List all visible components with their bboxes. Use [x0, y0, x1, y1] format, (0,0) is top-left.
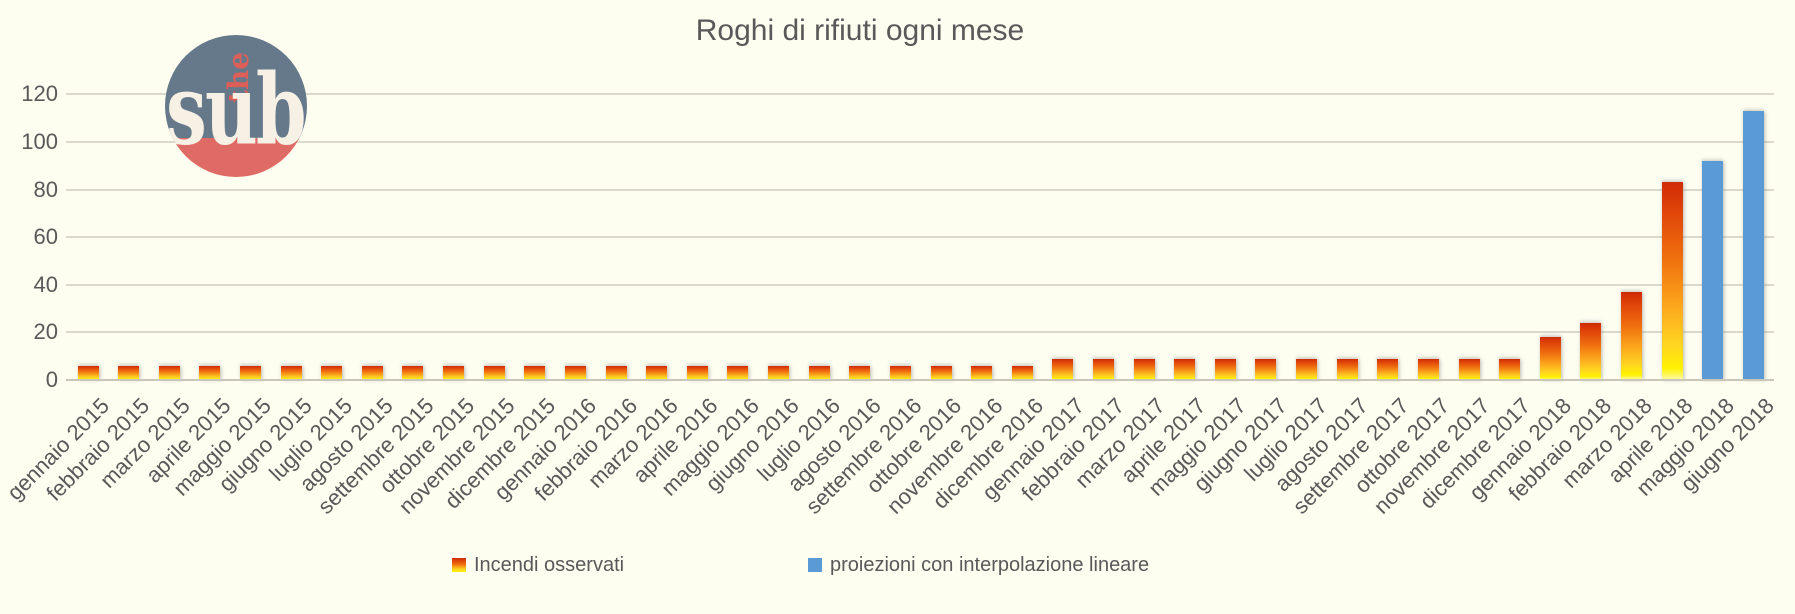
bar-observed-ottobre-2017	[1417, 358, 1439, 380]
bar-observed-aprile-2017	[1174, 358, 1196, 380]
bar-observed-febbraio-2018	[1580, 322, 1602, 380]
gridline-40	[66, 283, 1774, 286]
blue-swatch-icon	[808, 558, 822, 572]
bar-observed-dicembre-2017	[1499, 358, 1521, 380]
bar-observed-febbraio-2017	[1093, 358, 1114, 380]
bar-observed-febbraio-2016	[605, 365, 627, 380]
bar-observed-luglio-2016	[808, 365, 830, 380]
bar-observed-agosto-2017	[1336, 358, 1358, 380]
gridline-120	[66, 93, 1774, 96]
gridline-60	[66, 236, 1774, 239]
bar-projection-maggio-2018	[1702, 160, 1724, 380]
bar-observed-novembre-2017	[1458, 358, 1480, 380]
bar-observed-febbraio-2015	[118, 365, 140, 380]
bar-observed-settembre-2015	[402, 365, 424, 380]
legend-item-observed: Incendi osservati	[452, 554, 624, 576]
bar-observed-giugno-2015	[280, 365, 302, 380]
y-tick-label-80: 80	[33, 176, 58, 202]
bar-observed-maggio-2016	[727, 365, 749, 380]
bar-observed-marzo-2015	[158, 365, 180, 380]
bar-observed-giugno-2016	[768, 365, 790, 380]
bar-projection-giugno-2018	[1742, 110, 1764, 380]
legend-label-observed: Incendi osservati	[474, 554, 625, 576]
chart-title: Roghi di rifiuti ogni mese	[695, 14, 1025, 47]
bar-observed-agosto-2016	[849, 365, 871, 380]
bar-observed-marzo-2017	[1133, 358, 1155, 380]
bar-observed-dicembre-2015	[524, 365, 546, 380]
bar-observed-novembre-2015	[483, 365, 505, 380]
bar-observed-aprile-2015	[199, 365, 221, 380]
bar-observed-luglio-2015	[321, 365, 343, 380]
y-tick-label-120: 120	[21, 81, 58, 107]
bar-observed-settembre-2016	[889, 365, 911, 380]
y-tick-label-20: 20	[33, 319, 58, 345]
y-tick-label-40: 40	[33, 271, 58, 297]
bar-observed-ottobre-2016	[930, 365, 952, 380]
bar-observed-maggio-2017	[1214, 358, 1236, 380]
bar-observed-gennaio-2017	[1052, 358, 1074, 380]
bar-observed-giugno-2017	[1255, 358, 1277, 380]
bar-observed-luglio-2017	[1296, 358, 1318, 380]
gridline-100	[66, 140, 1774, 143]
y-tick-label-60: 60	[33, 224, 58, 250]
logo-word-sub: sub	[166, 53, 307, 167]
gridline-0	[66, 379, 1774, 381]
flame-swatch-icon	[452, 558, 466, 572]
y-tick-label-0: 0	[45, 367, 58, 392]
bar-observed-marzo-2016	[646, 365, 668, 380]
bar-observed-gennaio-2015	[77, 365, 99, 380]
legend-label-projection: proiezioni con interpolazione lineare	[830, 554, 1150, 576]
gridline-80	[66, 188, 1774, 191]
bar-observed-dicembre-2016	[1011, 365, 1033, 380]
bar-observed-aprile-2018	[1661, 182, 1683, 380]
gridline-20	[66, 331, 1774, 334]
y-tick-label-100: 100	[21, 128, 58, 154]
bar-observed-novembre-2016	[971, 365, 993, 380]
bar-observed-gennaio-2018	[1539, 337, 1561, 380]
bar-observed-gennaio-2016	[564, 365, 586, 380]
the-submarine-logo: the sub	[165, 35, 307, 177]
bar-observed-maggio-2015	[239, 365, 261, 380]
legend-item-projection: proiezioni con interpolazione lineare	[808, 554, 1149, 576]
bar-observed-ottobre-2015	[443, 365, 465, 380]
bar-observed-settembre-2017	[1377, 358, 1399, 380]
bar-observed-agosto-2015	[361, 365, 383, 380]
bar-observed-aprile-2016	[686, 365, 708, 380]
bar-observed-marzo-2018	[1621, 291, 1643, 380]
